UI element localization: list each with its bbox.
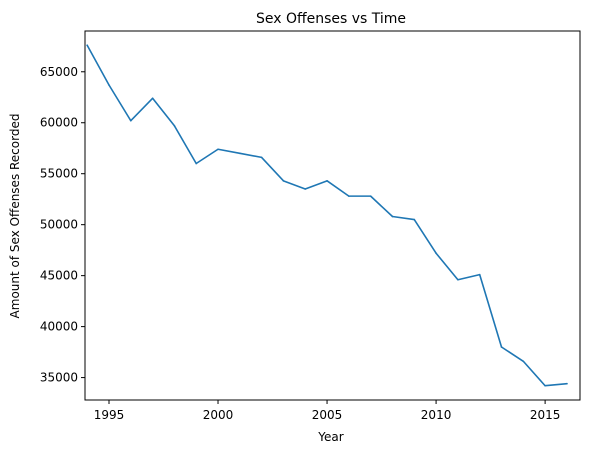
y-tick-label: 45000 — [40, 269, 78, 283]
data-point — [173, 124, 176, 127]
data-point — [500, 346, 503, 348]
y-tick-label: 50000 — [40, 218, 78, 232]
data-point — [457, 278, 459, 281]
x-axis-ticks: 1995 2000 2005 2010 2015 — [94, 400, 561, 422]
y-tick-label: 65000 — [40, 65, 78, 79]
data-point — [522, 360, 525, 363]
data-point — [239, 152, 241, 155]
data-point — [348, 195, 350, 197]
data-point — [260, 156, 263, 159]
series-layer — [86, 44, 568, 387]
data-point — [282, 180, 285, 182]
x-tick-label: 2015 — [530, 408, 561, 422]
data-point — [566, 382, 568, 385]
data-point — [326, 180, 328, 182]
data-point — [108, 84, 110, 86]
data-point — [369, 195, 372, 197]
y-axis-label: Amount of Sex Offenses Recorded — [8, 114, 22, 319]
data-point — [391, 215, 394, 218]
x-tick-label: 2010 — [421, 408, 452, 422]
x-tick-label: 1995 — [94, 408, 125, 422]
x-tick-label: 2005 — [312, 408, 343, 422]
data-point — [478, 273, 481, 276]
data-point — [304, 188, 307, 190]
data-point — [151, 97, 154, 100]
y-tick-label: 35000 — [40, 371, 78, 385]
x-tick-label: 2000 — [203, 408, 234, 422]
y-tick-label: 40000 — [40, 320, 78, 334]
data-point — [86, 44, 88, 47]
data-point — [217, 148, 219, 151]
x-axis-label: Year — [317, 430, 343, 444]
data-point — [544, 384, 546, 387]
y-axis-ticks: 35000 40000 45000 50000 55000 60000 65000 — [40, 65, 85, 385]
data-point — [435, 252, 437, 255]
y-tick-label: 55000 — [40, 167, 78, 181]
chart-title: Sex Offenses vs Time — [256, 11, 406, 27]
data-point — [413, 218, 416, 221]
data-point — [129, 119, 132, 122]
y-tick-label: 60000 — [40, 116, 78, 130]
data-point — [195, 162, 198, 165]
plot-frame — [84, 30, 581, 401]
